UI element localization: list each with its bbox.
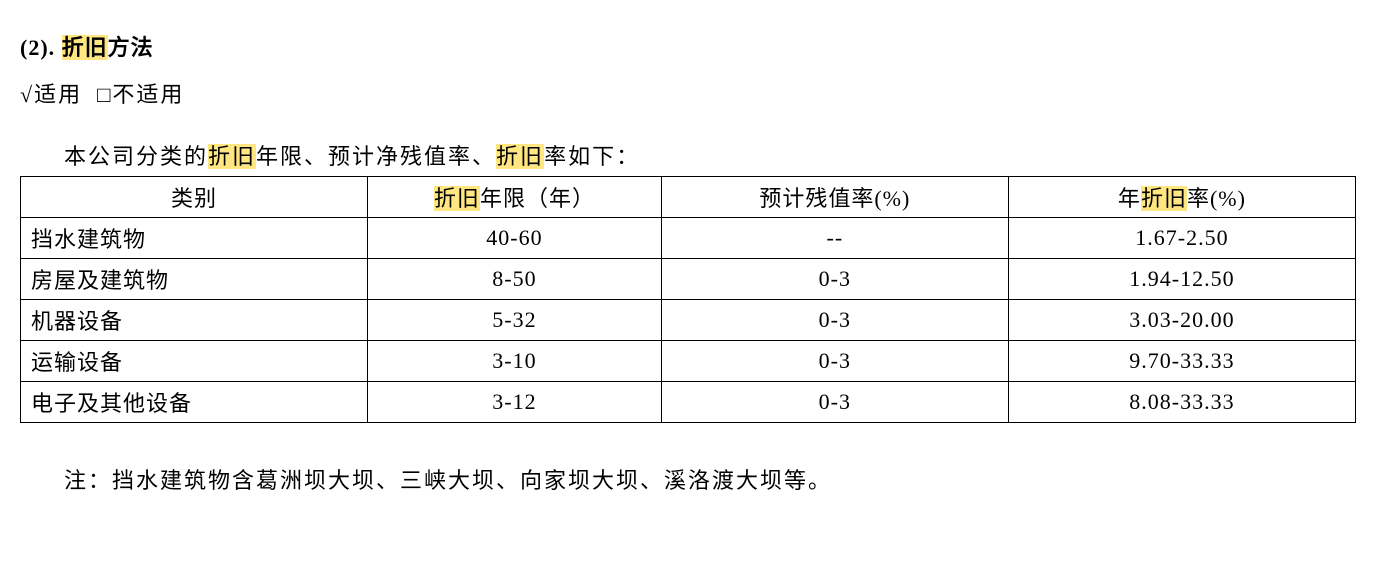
table-row: 电子及其他设备3-120-38.08-33.33 (21, 382, 1356, 423)
box-mark-icon: □ (97, 82, 112, 107)
cell-years: 5-32 (368, 300, 662, 341)
applicability-row: √适用 □不适用 (20, 77, 1356, 109)
section-title-rest: 方法 (108, 35, 154, 60)
check-mark-icon: √ (20, 82, 34, 107)
intro-highlight-1: 折旧 (208, 144, 256, 169)
header-rate: 年折旧率(%) (1008, 177, 1355, 218)
intro-prefix: 本公司分类的 (64, 144, 208, 169)
table-body: 挡水建筑物40-60--1.67-2.50房屋及建筑物8-500-31.94-1… (21, 218, 1356, 423)
cell-category: 房屋及建筑物 (21, 259, 368, 300)
table-header-row: 类别 折旧年限（年） 预计残值率(%) 年折旧率(%) (21, 177, 1356, 218)
footnote: 注：挡水建筑物含葛洲坝大坝、三峡大坝、向家坝大坝、溪洛渡大坝等。 (20, 463, 1356, 495)
intro-mid: 年限、预计净残值率、 (256, 144, 496, 169)
header-years-highlight: 折旧 (434, 186, 480, 211)
section-title: (2). 折旧方法 (20, 30, 1356, 62)
header-rate-suffix: 率(%) (1187, 186, 1246, 211)
cell-category: 机器设备 (21, 300, 368, 341)
header-rate-highlight: 折旧 (1141, 186, 1187, 211)
cell-rate: 1.67-2.50 (1008, 218, 1355, 259)
header-residual: 预计残值率(%) (661, 177, 1008, 218)
cell-years: 3-10 (368, 341, 662, 382)
cell-rate: 9.70-33.33 (1008, 341, 1355, 382)
cell-residual: 0-3 (661, 382, 1008, 423)
intro-suffix: 率如下： (544, 144, 640, 169)
section-title-highlight: 折旧 (62, 35, 108, 60)
table-row: 运输设备3-100-39.70-33.33 (21, 341, 1356, 382)
cell-rate: 1.94-12.50 (1008, 259, 1355, 300)
cell-years: 8-50 (368, 259, 662, 300)
not-applicable-label: 不适用 (112, 82, 184, 107)
cell-category: 挡水建筑物 (21, 218, 368, 259)
section-number: (2). (20, 35, 55, 60)
cell-category: 电子及其他设备 (21, 382, 368, 423)
header-category: 类别 (21, 177, 368, 218)
cell-residual: 0-3 (661, 259, 1008, 300)
table-row: 房屋及建筑物8-500-31.94-12.50 (21, 259, 1356, 300)
table-row: 机器设备5-320-33.03-20.00 (21, 300, 1356, 341)
cell-rate: 3.03-20.00 (1008, 300, 1355, 341)
cell-rate: 8.08-33.33 (1008, 382, 1355, 423)
cell-years: 40-60 (368, 218, 662, 259)
table-row: 挡水建筑物40-60--1.67-2.50 (21, 218, 1356, 259)
cell-residual: 0-3 (661, 341, 1008, 382)
cell-years: 3-12 (368, 382, 662, 423)
header-years: 折旧年限（年） (368, 177, 662, 218)
cell-residual: 0-3 (661, 300, 1008, 341)
intro-highlight-2: 折旧 (496, 144, 544, 169)
intro-text: 本公司分类的折旧年限、预计净残值率、折旧率如下： (20, 139, 1356, 171)
cell-residual: -- (661, 218, 1008, 259)
cell-category: 运输设备 (21, 341, 368, 382)
header-years-suffix: 年限（年） (480, 186, 595, 211)
depreciation-table: 类别 折旧年限（年） 预计残值率(%) 年折旧率(%) 挡水建筑物40-60--… (20, 176, 1356, 423)
applicable-label: 适用 (34, 82, 82, 107)
header-rate-prefix: 年 (1118, 186, 1141, 211)
